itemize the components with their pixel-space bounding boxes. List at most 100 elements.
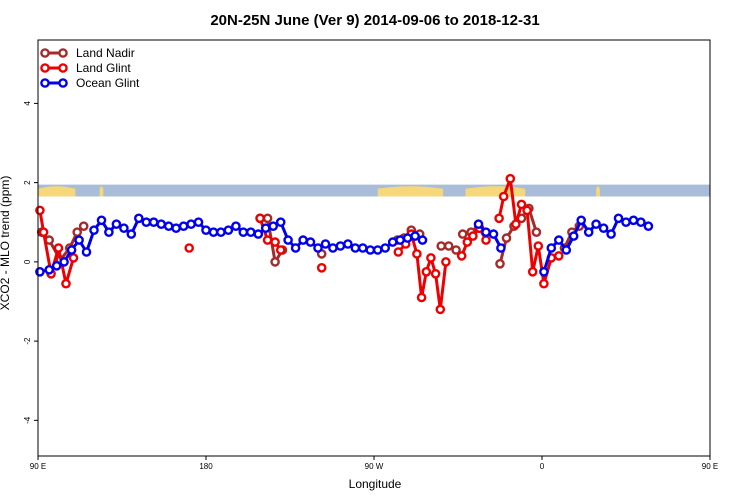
legend-marker <box>40 78 50 88</box>
data-point <box>441 257 451 267</box>
data-point <box>350 243 361 253</box>
data-point <box>416 292 427 303</box>
data-point <box>78 221 89 231</box>
data-point <box>61 278 71 289</box>
legend-item: Land Glint <box>40 61 131 75</box>
data-point <box>275 245 286 255</box>
legend-marker <box>40 48 50 58</box>
data-point <box>68 253 79 263</box>
data-point <box>270 257 280 267</box>
data-point <box>238 227 249 237</box>
data-point <box>561 245 572 255</box>
data-point <box>426 253 436 263</box>
data-point <box>494 213 504 224</box>
mask-ocean <box>38 184 710 197</box>
data-point <box>313 243 323 253</box>
data-point <box>335 241 346 251</box>
data-point <box>89 225 99 235</box>
data-point <box>546 243 557 253</box>
data-point <box>141 217 152 227</box>
data-point <box>488 229 499 239</box>
data-point <box>216 227 226 237</box>
data-point <box>511 219 521 229</box>
data-point <box>51 260 62 271</box>
legend-label: Land Nadir <box>76 46 135 60</box>
y-tick-label: -2 <box>23 337 32 345</box>
data-point <box>372 245 383 255</box>
data-point <box>66 245 77 255</box>
data-point <box>126 229 137 239</box>
chart-title: 20N-25N June (Ver 9) 2014-09-06 to 2018-… <box>210 12 539 29</box>
x-tick-label: 90 W <box>365 462 384 471</box>
data-point <box>255 213 265 224</box>
data-point <box>643 221 654 231</box>
x-tick-label: 0 <box>540 462 545 471</box>
data-point <box>412 249 422 259</box>
data-point <box>436 241 447 251</box>
data-point <box>457 229 468 239</box>
data-point <box>275 217 286 227</box>
data-point <box>387 237 398 247</box>
data-point <box>628 215 639 226</box>
data-point <box>554 235 564 245</box>
data-point <box>636 217 646 227</box>
legend-marker <box>58 78 68 88</box>
data-point <box>501 233 512 243</box>
data-point <box>481 235 491 245</box>
data-point <box>583 227 594 237</box>
data-point <box>443 241 454 251</box>
y-tick-label: 4 <box>23 101 32 106</box>
land-mask-band <box>38 184 710 197</box>
data-point <box>290 243 301 253</box>
data-point <box>598 223 609 233</box>
data-point <box>380 243 391 253</box>
data-point <box>539 266 549 277</box>
x-axis-label: Longitude <box>349 477 402 491</box>
data-point <box>111 219 122 229</box>
data-point <box>270 237 280 247</box>
data-point <box>320 239 331 249</box>
data-point <box>193 217 204 227</box>
data-point <box>201 225 211 235</box>
data-point <box>539 278 549 289</box>
data-point <box>473 219 484 229</box>
data-point <box>178 221 189 231</box>
data-point <box>393 247 404 257</box>
data-point <box>468 231 478 241</box>
data-point <box>435 304 446 315</box>
y-tick-label: 0 <box>23 259 32 264</box>
y-tick-label: -4 <box>23 416 32 424</box>
data-point <box>451 245 461 255</box>
data-point <box>481 227 491 237</box>
data-point <box>606 229 616 239</box>
data-point <box>495 258 505 269</box>
data-point <box>554 251 564 261</box>
data-point <box>456 251 467 261</box>
data-point <box>245 227 256 237</box>
x-tick-label: 180 <box>199 462 213 471</box>
data-point <box>305 237 316 247</box>
data-point <box>343 239 353 249</box>
data-point <box>527 266 538 277</box>
legend-item: Ocean Glint <box>40 76 140 90</box>
data-point <box>223 225 234 235</box>
data-point <box>156 219 166 229</box>
data-point <box>328 243 338 253</box>
data-point <box>568 231 579 241</box>
data-point <box>163 221 174 231</box>
data-point <box>522 205 532 216</box>
data-point <box>96 215 107 226</box>
data-point <box>421 266 432 277</box>
legend-label: Land Glint <box>76 61 131 75</box>
data-point <box>262 213 273 224</box>
data-point <box>208 227 219 237</box>
data-point <box>591 219 601 229</box>
data-point <box>531 227 542 237</box>
data-point <box>402 233 413 243</box>
data-point <box>316 262 327 273</box>
data-point <box>283 235 293 245</box>
data-point <box>613 213 624 224</box>
x-axis: 90 E 180 90 W 0 90 E <box>30 456 718 471</box>
